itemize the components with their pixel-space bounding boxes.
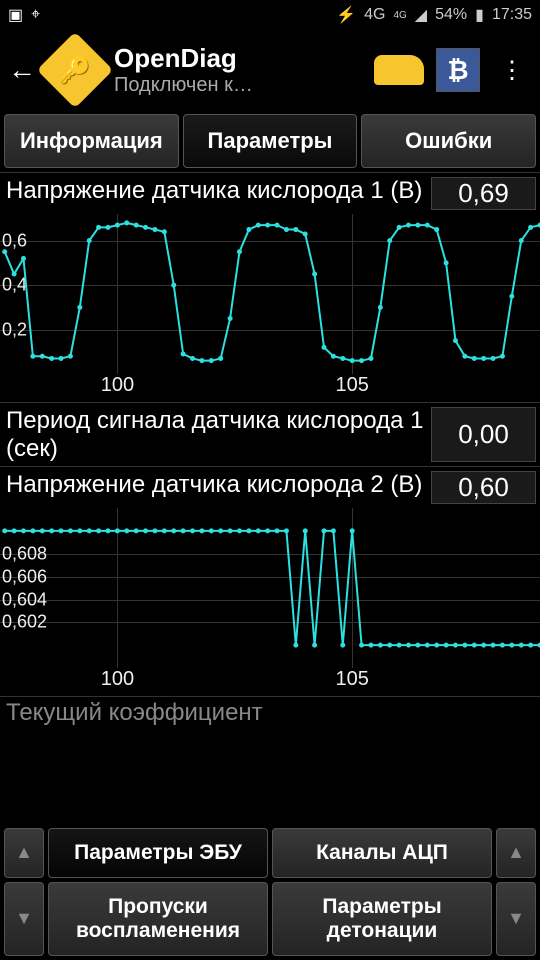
param-value: 0,69 (431, 177, 536, 210)
scroll-up-right[interactable]: ▲ (496, 828, 536, 878)
location-icon: ⌖ (31, 6, 40, 24)
back-button[interactable]: ← (8, 54, 36, 86)
tab-params[interactable]: Параметры (183, 114, 358, 168)
param-block: Напряжение датчика кислорода 2 (В)0,60 0,… (0, 466, 540, 696)
menu-button[interactable]: ⋮ (492, 56, 532, 85)
tab-info[interactable]: Информация (4, 114, 179, 168)
content-area[interactable]: Напряжение датчика кислорода 1 (В)0,69 0,… (0, 172, 540, 729)
bottom-tab-knock[interactable]: Параметры детонации (272, 882, 492, 956)
bottom-tabs: ▲ Параметры ЭБУ Каналы АЦП ▲ ▼ Пропуски … (0, 824, 540, 960)
chart: 0,20,40,6 (0, 214, 540, 374)
scroll-up-left[interactable]: ▲ (4, 828, 44, 878)
bluetooth-button[interactable]: ₿ (436, 48, 480, 92)
network-icon: 4G (364, 6, 385, 24)
app-icon: 🔑 (37, 32, 113, 108)
bottom-tab-adc[interactable]: Каналы АЦП (272, 828, 492, 878)
scroll-down-left[interactable]: ▼ (4, 882, 44, 956)
app-title: OpenDiag (114, 43, 362, 74)
battery-icon: ▮ (475, 5, 484, 25)
x-axis-label: 105 (335, 668, 368, 691)
bottom-tab-misfire[interactable]: Пропуски воспламенения (48, 882, 268, 956)
scroll-down-right[interactable]: ▼ (496, 882, 536, 956)
param-label: Напряжение датчика кислорода 1 (В) (0, 173, 431, 214)
param-block: Напряжение датчика кислорода 1 (В)0,69 0,… (0, 172, 540, 402)
param-label: Период сигнала датчика кислорода 1 (сек) (0, 403, 431, 466)
image-icon: ▣ (8, 5, 23, 25)
x-axis-label: 100 (101, 668, 134, 691)
x-axis: 100 105 (0, 668, 540, 696)
car-icon[interactable] (374, 55, 424, 85)
clock: 17:35 (492, 6, 532, 24)
param-label: Напряжение датчика кислорода 2 (В) (0, 467, 431, 508)
param-value: 0,60 (431, 471, 536, 504)
status-bar: ▣ ⌖ ⚡ 4G4G ◢ 54% ▮ 17:35 (0, 0, 540, 30)
battery-percent: 54% (435, 6, 467, 24)
main-tabs: Информация Параметры Ошибки (0, 110, 540, 172)
partial-next-param: Текущий коэффициент (0, 696, 540, 729)
bottom-tab-ecu[interactable]: Параметры ЭБУ (48, 828, 268, 878)
x-axis: 100 105 (0, 374, 540, 402)
x-axis-label: 100 (101, 374, 134, 397)
app-header: ← 🔑 OpenDiag Подключен к… ₿ ⋮ (0, 30, 540, 110)
param-value: 0,00 (431, 407, 536, 462)
chart: 0,6020,6040,6060,608 (0, 508, 540, 668)
tab-errors[interactable]: Ошибки (361, 114, 536, 168)
bluetooth-icon: ⚡ (336, 5, 356, 25)
param-block: Период сигнала датчика кислорода 1 (сек)… (0, 402, 540, 466)
x-axis-label: 105 (335, 374, 368, 397)
signal-icon: ◢ (415, 5, 427, 25)
app-subtitle: Подключен к… (114, 74, 362, 97)
